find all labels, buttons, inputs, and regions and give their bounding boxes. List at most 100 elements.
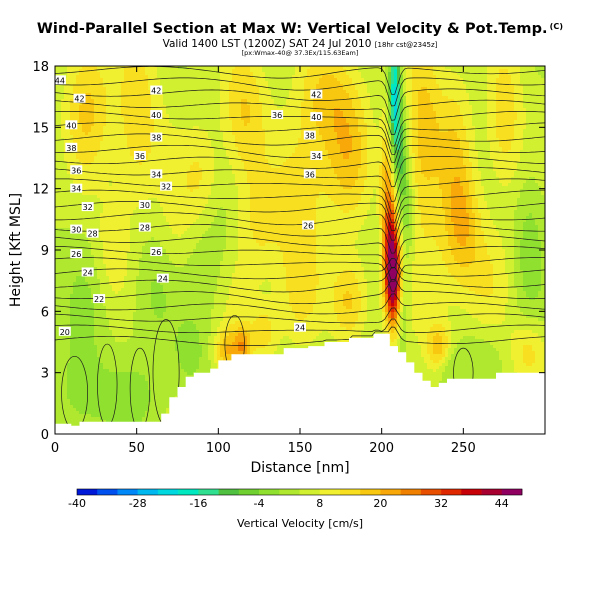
velocity-cell	[145, 192, 149, 196]
velocity-cell	[73, 321, 77, 325]
velocity-cell	[166, 348, 170, 352]
velocity-cell	[109, 414, 113, 418]
velocity-cell	[115, 177, 119, 181]
velocity-cell	[109, 198, 113, 202]
velocity-cell	[94, 399, 98, 403]
velocity-cell	[163, 198, 167, 202]
velocity-cell	[70, 360, 74, 364]
velocity-cell	[106, 285, 110, 289]
velocity-cell	[100, 216, 104, 220]
velocity-cell	[142, 324, 146, 328]
velocity-cell	[109, 132, 113, 136]
velocity-cell	[94, 402, 98, 406]
velocity-cell	[91, 366, 95, 370]
velocity-cell	[133, 207, 137, 211]
velocity-cell	[157, 339, 161, 343]
velocity-cell	[136, 162, 140, 166]
velocity-cell	[151, 312, 155, 316]
velocity-cell	[58, 102, 62, 106]
velocity-cell	[154, 219, 158, 223]
velocity-cell	[73, 213, 77, 217]
velocity-cell	[139, 297, 143, 301]
velocity-cell	[79, 276, 83, 280]
velocity-cell	[97, 255, 101, 259]
velocity-cell	[58, 420, 62, 424]
velocity-cell	[97, 303, 101, 307]
velocity-cell	[76, 309, 80, 313]
velocity-cell	[148, 324, 152, 328]
velocity-cell	[124, 96, 128, 100]
velocity-cell	[55, 333, 59, 337]
velocity-cell	[175, 246, 179, 250]
velocity-cell	[91, 327, 95, 331]
velocity-cell	[166, 237, 170, 241]
velocity-cell	[106, 297, 110, 301]
velocity-cell	[130, 396, 134, 400]
velocity-cell	[64, 279, 68, 283]
velocity-cell	[160, 162, 164, 166]
velocity-cell	[166, 165, 170, 169]
velocity-cell	[67, 192, 71, 196]
velocity-cell	[67, 132, 71, 136]
velocity-cell	[100, 114, 104, 118]
velocity-cell	[67, 222, 71, 226]
velocity-cell	[112, 150, 116, 154]
velocity-cell	[106, 141, 110, 145]
velocity-cell	[136, 258, 140, 262]
velocity-cell	[64, 276, 68, 280]
velocity-cell	[85, 171, 89, 175]
velocity-cell	[145, 105, 149, 109]
velocity-cell	[136, 141, 140, 145]
velocity-cell	[142, 327, 146, 331]
velocity-cell	[70, 387, 74, 391]
velocity-cell	[58, 300, 62, 304]
velocity-cell	[103, 171, 107, 175]
velocity-cell	[139, 129, 143, 133]
velocity-cell	[73, 282, 77, 286]
velocity-cell	[109, 210, 113, 214]
velocity-cell	[139, 180, 143, 184]
velocity-cell	[55, 102, 59, 106]
velocity-cell	[103, 321, 107, 325]
velocity-cell	[130, 174, 134, 178]
velocity-cell	[112, 141, 116, 145]
velocity-cell	[118, 204, 122, 208]
velocity-cell	[82, 339, 86, 343]
velocity-cell	[85, 246, 89, 250]
velocity-cell	[163, 222, 167, 226]
velocity-cell	[127, 390, 131, 394]
velocity-cell	[160, 378, 164, 382]
velocity-cell	[145, 294, 149, 298]
velocity-cell	[103, 93, 107, 97]
velocity-cell	[154, 75, 158, 79]
velocity-cell	[88, 291, 92, 295]
velocity-cell	[142, 276, 146, 280]
velocity-cell	[136, 168, 140, 172]
velocity-cell	[163, 150, 167, 154]
velocity-cell	[76, 135, 80, 139]
velocity-cell	[85, 90, 89, 94]
velocity-cell	[154, 378, 158, 382]
velocity-cell	[118, 411, 122, 415]
velocity-cell	[55, 114, 59, 118]
velocity-cell	[55, 276, 59, 280]
velocity-cell	[154, 102, 158, 106]
velocity-cell	[55, 117, 59, 121]
velocity-cell	[151, 120, 155, 124]
velocity-cell	[79, 363, 83, 367]
velocity-cell	[82, 375, 86, 379]
velocity-cell	[130, 153, 134, 157]
velocity-cell	[169, 75, 173, 79]
velocity-cell	[127, 366, 131, 370]
velocity-cell	[94, 192, 98, 196]
velocity-cell	[85, 183, 89, 187]
velocity-cell	[130, 213, 134, 217]
velocity-cell	[67, 183, 71, 187]
velocity-cell	[109, 282, 113, 286]
velocity-cell	[136, 75, 140, 79]
velocity-cell	[139, 393, 143, 397]
velocity-cell	[139, 402, 143, 406]
velocity-cell	[70, 162, 74, 166]
velocity-cell	[154, 417, 158, 421]
velocity-cell	[55, 108, 59, 112]
